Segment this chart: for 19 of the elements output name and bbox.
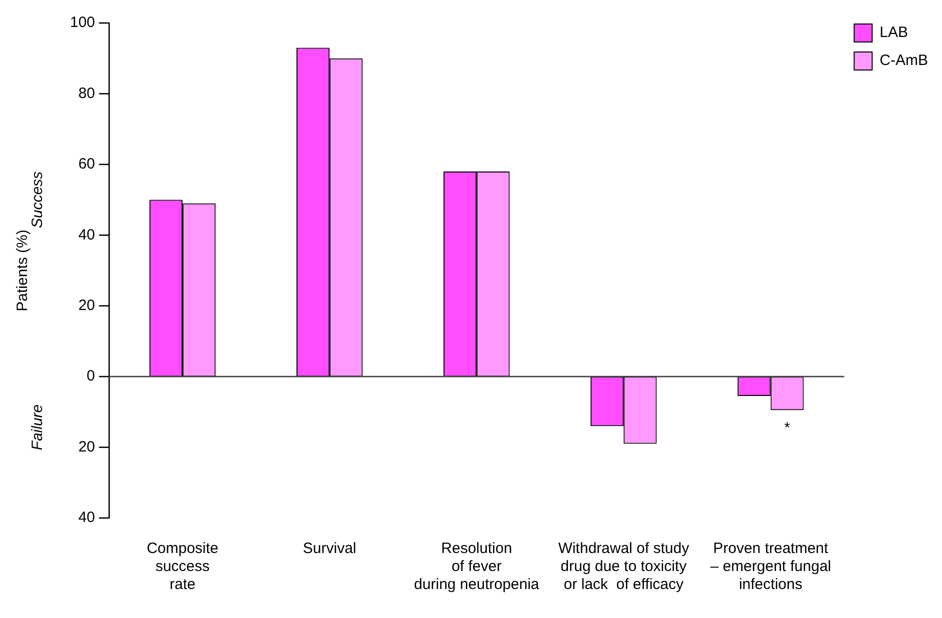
y-tick-label: 0 [86,368,96,385]
y-tick-label: 100 [70,14,96,32]
x-tick-label: Resolution of fever during neutropenia [414,540,540,594]
legend-label: C-AmB [880,52,928,70]
x-tick-label: Survival [302,540,356,558]
y-axis-title: Patients (%) [14,230,32,312]
x-tick-label: Composite success rate [146,540,218,594]
legend-label: LAB [880,24,908,42]
x-tick-label: Proven treatment – emergent fungal infections [710,540,832,594]
y-tick-label: 20 [78,297,96,314]
y-tick-label: 60 [78,156,96,173]
text: Success [29,170,46,228]
x-tick-label: Withdrawal of study drug due to toxicity or lack of efficacy [558,540,690,594]
text: Failure [29,404,46,450]
y-tick-label: 40 [78,509,96,526]
y-tick-label: 40 [78,226,96,244]
y-tick-label: 20 [78,438,96,456]
annotation: * [784,419,790,436]
y-tick-label: 80 [78,84,96,102]
